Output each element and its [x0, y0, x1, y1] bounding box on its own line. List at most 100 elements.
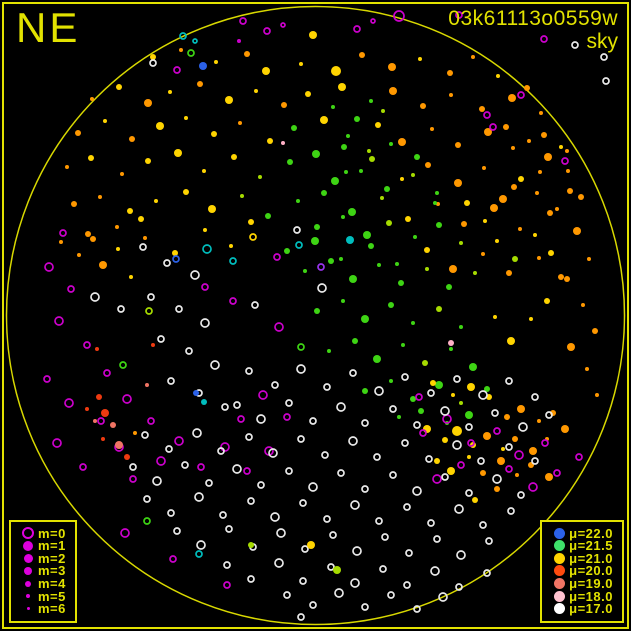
star-point [379, 565, 387, 573]
star-point [257, 481, 265, 489]
star-point [518, 422, 528, 432]
star-point [229, 257, 237, 265]
star-point [299, 499, 307, 507]
star-point [461, 221, 467, 227]
star-point [518, 227, 522, 231]
star-point [567, 343, 575, 351]
star-point [129, 475, 137, 483]
star-point [149, 59, 157, 67]
star-point [558, 274, 564, 280]
star-point [103, 119, 107, 123]
star-point [173, 527, 181, 535]
star-point [469, 363, 477, 371]
star-point [110, 422, 116, 428]
star-point [493, 427, 501, 435]
star-point [258, 390, 268, 400]
star-point [497, 457, 505, 465]
magnitude-ring-symbol [22, 527, 34, 540]
star-point [413, 421, 421, 429]
star-point [90, 97, 94, 101]
star-point [447, 70, 453, 76]
star-point [297, 435, 305, 443]
magnitude-legend-row: m=6 [18, 601, 66, 617]
star-point [344, 170, 348, 174]
star-point [197, 463, 205, 471]
star-point [214, 60, 218, 64]
star-point [247, 497, 255, 505]
star-point [538, 170, 542, 174]
star-point [151, 343, 155, 347]
star-point [565, 149, 569, 153]
mu-legend-row: μ=21.0 [549, 551, 613, 566]
star-point [284, 248, 290, 254]
star-point [410, 396, 416, 402]
star-point [75, 130, 81, 136]
star-point [96, 394, 102, 400]
star-point [172, 255, 180, 263]
star-point [329, 531, 337, 539]
legend-label: m=6 [38, 601, 66, 617]
star-point [245, 433, 253, 441]
magnitude-legend-row: m=2 [18, 551, 66, 566]
magnitude-legend-row: m=5 [18, 589, 66, 604]
star-point [334, 588, 344, 598]
star-point [414, 154, 420, 160]
star-point [413, 235, 417, 239]
star-point [117, 305, 125, 313]
star-point [494, 486, 500, 492]
magnitude-legend: m=0 m=1 m=2 m=3 m=4 m=5 m=6 [9, 519, 77, 623]
star-point [301, 545, 309, 553]
star-point [529, 317, 533, 321]
star-point [483, 432, 491, 440]
star-point [323, 515, 331, 523]
star-point [420, 103, 426, 109]
star-point [381, 109, 385, 113]
star-point [386, 220, 392, 226]
star-point [368, 243, 374, 249]
legend-label: m=4 [38, 576, 66, 592]
star-point [129, 275, 133, 279]
star-point [495, 239, 499, 243]
star-point [98, 195, 102, 199]
star-point [517, 405, 525, 413]
star-point [503, 124, 509, 130]
star-point [219, 511, 227, 519]
star-point [528, 482, 538, 492]
star-point [309, 417, 317, 425]
star-point [581, 303, 585, 307]
star-point [436, 222, 442, 228]
star-point [517, 91, 525, 99]
star-point [507, 337, 515, 345]
star-point [454, 504, 464, 514]
mu-color-dot [553, 578, 565, 590]
star-point [548, 250, 554, 256]
orientation-label: NE [16, 4, 81, 51]
star-point [238, 121, 242, 125]
star-point [323, 383, 331, 391]
star-point [185, 347, 193, 355]
star-point [309, 601, 317, 609]
star-point [221, 403, 229, 411]
star-point [531, 457, 539, 465]
star-point [453, 375, 461, 383]
star-point [377, 263, 381, 267]
star-point [422, 360, 428, 366]
star-point [595, 393, 599, 397]
star-point [449, 93, 453, 97]
star-point [317, 283, 327, 293]
star-point [441, 473, 449, 481]
star-point [44, 262, 54, 272]
star-point [533, 233, 537, 237]
star-point [276, 528, 286, 538]
star-point [203, 228, 207, 232]
star-point [201, 399, 207, 405]
page-subtitle: sky [586, 30, 619, 53]
star-point [173, 66, 181, 74]
star-point [223, 581, 231, 589]
star-point [237, 415, 245, 423]
star-point [54, 316, 64, 326]
star-point [312, 150, 320, 158]
star-point [346, 236, 354, 244]
star-point [67, 285, 75, 293]
